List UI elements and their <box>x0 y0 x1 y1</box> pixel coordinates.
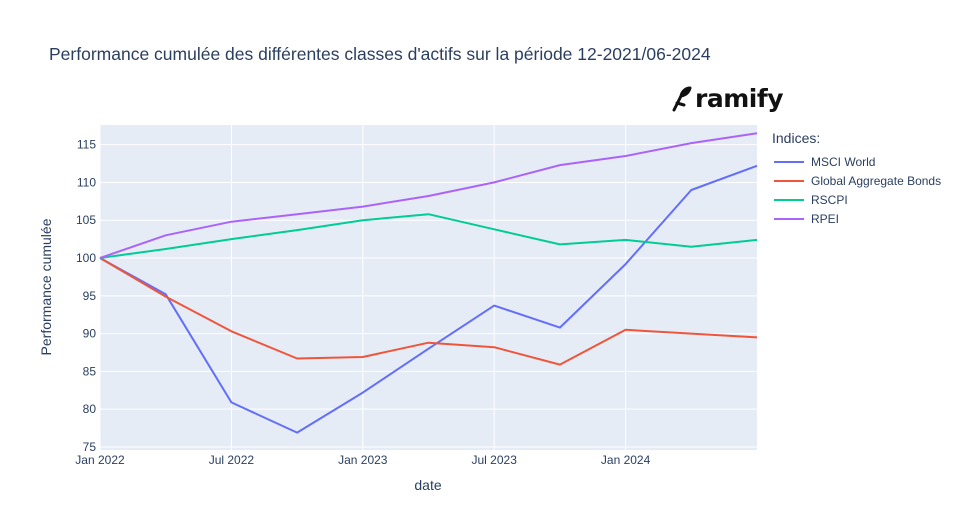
chart-title: Performance cumulée des différentes clas… <box>49 44 711 64</box>
legend-label: RPEI <box>811 211 840 226</box>
legend-item-rpei[interactable]: RPEI <box>772 209 941 228</box>
x-axis-ticks: Jan 2022 Jul 2022 Jan 2023 Jul 2023 Jan 2024 <box>75 453 650 467</box>
x-tick-label: Jul 2023 <box>472 453 518 467</box>
x-tick-label: Jan 2024 <box>601 453 651 467</box>
legend-swatch <box>774 217 804 220</box>
y-tick-label: 95 <box>83 289 97 303</box>
legend-label: RSCPI <box>811 192 848 207</box>
y-tick-label: 115 <box>77 138 96 152</box>
x-tick-label: Jan 2023 <box>338 453 388 467</box>
legend-label: Global Aggregate Bonds <box>811 173 942 188</box>
x-tick-label: Jan 2022 <box>75 453 125 467</box>
legend-item-rscpi[interactable]: RSCPI <box>772 190 941 209</box>
ramify-logo: ramify <box>670 84 784 113</box>
y-tick-label: 85 <box>83 364 97 378</box>
y-tick-label: 80 <box>83 402 97 416</box>
ramify-logo-text: ramify <box>695 84 784 113</box>
series-lines <box>99 132 758 434</box>
plot-area <box>100 125 757 450</box>
x-axis-title: date <box>414 477 441 493</box>
gridlines <box>99 125 757 450</box>
y-tick-label: 100 <box>76 251 96 265</box>
legend-item-msci-world[interactable]: MSCI World <box>772 152 941 171</box>
series-line-msci-world[interactable] <box>99 164 758 434</box>
series-line-rpei[interactable] <box>99 132 758 259</box>
legend-item-global-aggregate-bonds[interactable]: Global Aggregate Bonds <box>772 171 941 190</box>
y-axis-ticks: 75 80 85 90 95 100 105 110 115 <box>76 138 96 454</box>
legend-title: Indices: <box>772 130 821 146</box>
y-tick-label: 75 <box>83 440 97 454</box>
legend-swatch <box>774 198 804 201</box>
series-line-global-aggregate-bonds[interactable] <box>99 257 758 366</box>
x-tick-label: Jul 2022 <box>209 453 255 467</box>
legend-swatch <box>774 179 804 182</box>
series-line-rscpi[interactable] <box>99 213 758 259</box>
ramify-logo-icon <box>672 86 692 111</box>
legend-label: MSCI World <box>811 154 876 169</box>
y-tick-label: 90 <box>83 327 97 341</box>
legend-swatch <box>774 160 804 163</box>
y-tick-label: 105 <box>76 213 96 227</box>
legend[interactable]: Indices: MSCI World Global Aggregate Bond… <box>772 130 941 228</box>
y-axis-title: Performance cumulée <box>38 218 54 355</box>
y-tick-label: 110 <box>77 175 96 189</box>
